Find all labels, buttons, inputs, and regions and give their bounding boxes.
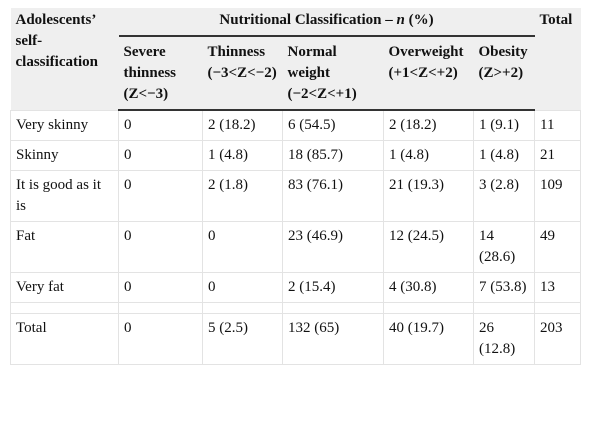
- table-cell: 26 (12.8): [472, 313, 536, 365]
- table-cell: 5 (2.5): [202, 313, 283, 365]
- table-cell: 132 (65): [282, 313, 384, 365]
- table-cell: 0: [202, 221, 283, 273]
- row-label: Fat: [10, 221, 119, 273]
- table-cell: 4 (30.8): [383, 272, 474, 303]
- table-cell: 1 (4.8): [202, 140, 283, 171]
- table-cell: 12 (24.5): [383, 221, 474, 273]
- table-cell: 6 (54.5): [282, 109, 384, 141]
- table-row: Very fat 0 0 2 (15.4) 4 (30.8) 7 (53.8) …: [10, 272, 582, 303]
- table-container: Adolescents’ self-classification Nutriti…: [10, 8, 582, 365]
- table-cell: 1 (4.8): [472, 140, 536, 171]
- total-row: Total 0 5 (2.5) 132 (65) 40 (19.7) 26 (1…: [10, 313, 582, 365]
- total-header: Total: [534, 8, 581, 110]
- table-cell: 1 (4.8): [383, 140, 474, 171]
- row-total: 109: [534, 170, 582, 222]
- table-row: It is good as it is 0 2 (1.8) 83 (76.1) …: [10, 170, 582, 222]
- group-header-n: n: [396, 12, 405, 28]
- row-total: 11: [534, 109, 582, 141]
- table-row: Very skinny 0 2 (18.2) 6 (54.5) 2 (18.2)…: [10, 109, 582, 141]
- spacer-row: [10, 302, 582, 314]
- table-cell: 18 (85.7): [282, 140, 384, 171]
- table-cell: 7 (53.8): [472, 272, 536, 303]
- table-row: Fat 0 0 23 (46.9) 12 (24.5) 14 (28.6) 49: [10, 221, 582, 273]
- table-cell: 0: [118, 272, 203, 303]
- row-total: 49: [534, 221, 582, 273]
- column-header: Severe thinness (Z<−3): [118, 36, 203, 111]
- row-total: 21: [534, 140, 582, 171]
- table-cell: 2 (15.4): [282, 272, 384, 303]
- row-label: Total: [10, 313, 119, 365]
- row-label: It is good as it is: [10, 170, 119, 222]
- row-total: 13: [534, 272, 582, 303]
- row-label: Skinny: [10, 140, 119, 171]
- table-cell: 0: [118, 313, 203, 365]
- table-cell: 2 (1.8): [202, 170, 283, 222]
- table-cell: 2 (18.2): [202, 109, 283, 141]
- stub-header: Adolescents’ self-classification: [10, 8, 119, 110]
- table-cell: 83 (76.1): [282, 170, 384, 222]
- table-cell: 21 (19.3): [383, 170, 474, 222]
- row-label: Very skinny: [10, 109, 119, 141]
- table-cell: 0: [202, 272, 283, 303]
- table-cell: 0: [118, 109, 203, 141]
- table-cell: 23 (46.9): [282, 221, 384, 273]
- table-cell: 1 (9.1): [472, 109, 536, 141]
- row-total: 203: [534, 313, 582, 365]
- row-label: Very fat: [10, 272, 119, 303]
- nutrition-table: Adolescents’ self-classification Nutriti…: [10, 8, 582, 365]
- table-cell: 0: [118, 221, 203, 273]
- table-cell: 2 (18.2): [383, 109, 474, 141]
- table-cell: 3 (2.8): [472, 170, 536, 222]
- table-cell: 40 (19.7): [383, 313, 474, 365]
- group-header-suffix: (%): [404, 12, 434, 28]
- table-cell: 14 (28.6): [472, 221, 536, 273]
- table-cell: 0: [118, 170, 203, 222]
- group-header: Nutritional Classification – n (%): [118, 8, 535, 37]
- table-cell: 0: [118, 140, 203, 171]
- column-header: Thinness (−3<Z<−2): [202, 36, 283, 111]
- group-header-prefix: Nutritional Classification –: [219, 12, 397, 28]
- column-header: Obesity (Z>+2): [473, 36, 535, 111]
- table-row: Skinny 0 1 (4.8) 18 (85.7) 1 (4.8) 1 (4.…: [10, 140, 582, 171]
- column-header: Overweight (+1<Z<+2): [383, 36, 474, 111]
- column-header: Normal weight (−2<Z<+1): [282, 36, 384, 111]
